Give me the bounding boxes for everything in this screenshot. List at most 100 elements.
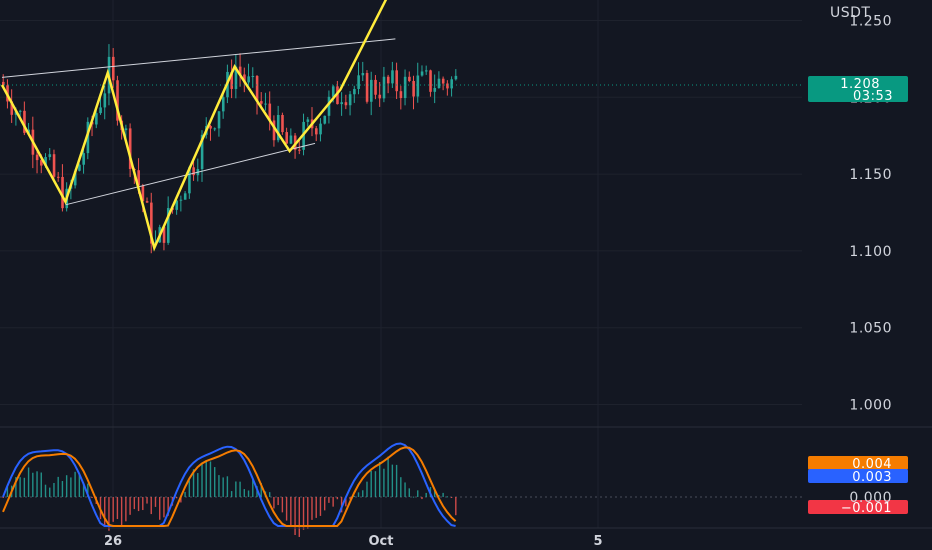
candle	[179, 199, 183, 201]
candle	[272, 120, 276, 141]
histogram-bar	[349, 497, 351, 500]
candle	[35, 154, 39, 161]
histogram-bar	[74, 471, 76, 497]
histogram-bar	[226, 476, 229, 497]
candle	[446, 83, 449, 89]
histogram-bar	[273, 497, 275, 509]
candle	[344, 102, 348, 106]
histogram-bar	[129, 497, 131, 515]
candle	[416, 75, 420, 97]
price-pane	[0, 0, 802, 254]
histogram-bar	[285, 497, 288, 521]
histogram-bar	[362, 490, 364, 497]
histogram-bar	[19, 477, 21, 497]
candle	[454, 75, 458, 80]
histogram-bar	[150, 497, 152, 515]
candle	[183, 193, 187, 200]
histogram-bar	[167, 497, 169, 516]
histogram-bar	[391, 464, 394, 497]
candle	[48, 154, 52, 158]
histogram-bar	[243, 489, 246, 497]
histogram-bar	[332, 497, 334, 507]
candle	[315, 128, 318, 135]
currency-label: USDT	[830, 5, 870, 21]
histogram-bar	[23, 477, 26, 497]
histogram-bar	[425, 492, 427, 497]
candle	[234, 66, 238, 89]
histogram-bar	[446, 496, 449, 498]
candle	[18, 110, 22, 112]
candle	[433, 88, 437, 92]
candle	[255, 76, 259, 102]
candle	[331, 86, 335, 97]
candle	[247, 76, 250, 83]
candle	[403, 76, 407, 99]
histogram-bar	[87, 483, 89, 497]
histogram-bar	[137, 497, 140, 512]
y-tick-label: 1.000	[849, 398, 892, 414]
histogram-bar	[154, 497, 157, 507]
candle	[95, 113, 98, 125]
y-tick-label: 1.250	[849, 14, 892, 30]
candle	[281, 114, 284, 133]
histogram-bar	[302, 497, 305, 530]
histogram-bar	[36, 471, 38, 497]
histogram-bar	[442, 492, 444, 497]
histogram-bar	[108, 497, 110, 531]
candle	[268, 103, 272, 121]
histogram-bar	[142, 497, 144, 511]
histogram-bar	[125, 497, 127, 522]
histogram-bar	[163, 497, 165, 518]
candle	[82, 153, 85, 165]
y-tick-label: 1.150	[849, 167, 892, 183]
histogram-bar	[78, 473, 81, 497]
candle	[357, 75, 360, 89]
candle	[175, 200, 179, 210]
candle	[137, 170, 140, 186]
indicator-badge	[808, 500, 908, 514]
histogram-bar	[247, 490, 250, 497]
candle	[61, 176, 64, 209]
candle	[128, 128, 132, 169]
candle	[111, 56, 115, 81]
histogram-bar	[281, 497, 284, 513]
candle	[399, 91, 403, 99]
histogram-bar	[340, 497, 343, 513]
histogram-bar	[408, 488, 410, 497]
histogram-bar	[70, 477, 72, 497]
candle	[213, 128, 217, 130]
histogram-bar	[15, 477, 17, 497]
histogram-bar	[450, 497, 453, 498]
histogram-bar	[328, 497, 330, 503]
candle	[378, 94, 382, 99]
candle	[323, 115, 327, 124]
histogram-bar	[395, 464, 398, 497]
histogram-bar	[222, 477, 224, 497]
y-tick-label: 1.100	[849, 244, 892, 260]
histogram-bar	[235, 481, 237, 497]
histogram-bar	[311, 497, 313, 520]
candle	[243, 74, 246, 83]
histogram-bar	[307, 497, 309, 529]
candle	[2, 81, 5, 86]
candle	[353, 88, 356, 95]
candle	[116, 80, 119, 121]
candle	[209, 126, 212, 129]
last-price-badge	[808, 76, 908, 103]
histogram-bar	[290, 497, 292, 526]
candle	[450, 79, 453, 89]
candle	[374, 79, 377, 95]
histogram-bar	[345, 497, 347, 507]
histogram-bar	[91, 497, 93, 498]
indicator-badge-label: 0.004	[852, 457, 892, 472]
histogram-bar	[27, 467, 30, 497]
indicator-badge	[808, 456, 908, 470]
candle	[86, 121, 90, 154]
histogram-bar	[192, 469, 195, 497]
trendline	[65, 142, 316, 206]
histogram-bar	[209, 461, 212, 497]
candle	[285, 132, 289, 144]
candle	[441, 78, 445, 84]
candle	[141, 185, 145, 202]
